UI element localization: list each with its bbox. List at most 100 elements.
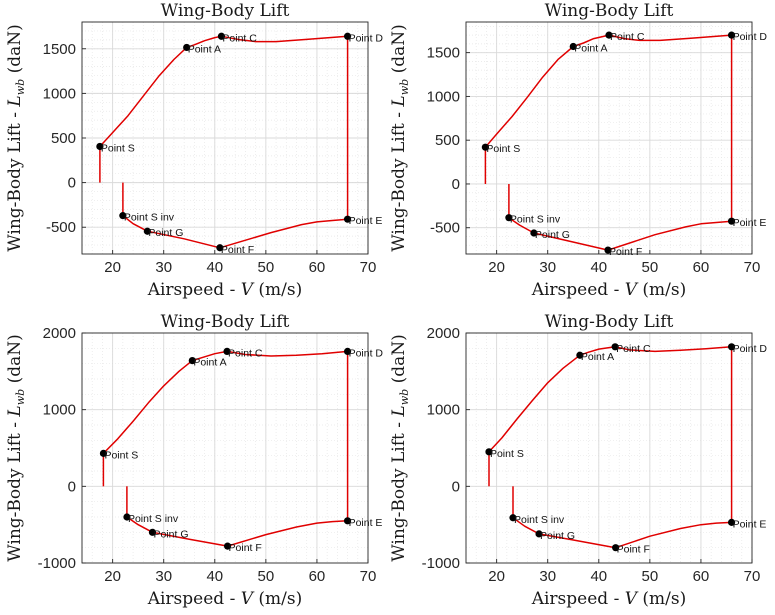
x-tick-label: 50 (642, 259, 659, 276)
point-label: Point S inv (514, 514, 565, 526)
chart-title: Wing-Body Lift (545, 312, 674, 332)
series-line (508, 217, 535, 234)
point-label: Point F (617, 544, 650, 556)
x-tick-label: 70 (744, 259, 761, 276)
point-label: Point E (349, 517, 383, 529)
series-line (607, 220, 732, 251)
y-tick-label: -500 (430, 220, 460, 237)
point-marker (611, 343, 619, 351)
point-label: Point S (101, 142, 135, 154)
point-marker (530, 229, 538, 237)
point-marker (569, 42, 577, 51)
point-marker (576, 351, 584, 359)
chart-title: Wing-Body Lift (161, 312, 290, 332)
point-marker (509, 514, 517, 522)
series-line (192, 350, 228, 362)
y-tick-label: 2000 (43, 325, 76, 342)
point-marker (727, 31, 736, 39)
series-line (219, 218, 348, 249)
point-label: Point C (228, 347, 263, 359)
point-label: Point C (222, 32, 257, 44)
point-marker (612, 544, 620, 552)
x-axis-label: Airspeed - V (m/s) (531, 589, 687, 609)
point-label: Point G (153, 528, 188, 540)
point-marker (119, 212, 127, 220)
y-tick-label: 1500 (43, 41, 76, 58)
y-tick-label: 0 (68, 175, 76, 192)
series-line (122, 215, 148, 232)
point-label: Point A (581, 351, 614, 363)
subplot-1: 20 30 40 50 60 70 -500 0 500 1000 1500 Wing-Body Li… (5, 1, 383, 300)
point-marker (223, 542, 232, 550)
point-marker (343, 215, 352, 223)
chart-title: Wing-Body Lift (545, 1, 674, 21)
point-label: Point S (104, 449, 138, 461)
x-tick-label: 50 (258, 568, 275, 585)
x-tick-label: 30 (155, 259, 172, 276)
series-line (538, 533, 616, 549)
x-tick-label: 20 (488, 259, 505, 276)
point-marker (123, 513, 131, 521)
point-label: Point C (610, 31, 645, 43)
axes-box (465, 21, 753, 255)
point-label: Point S inv (510, 214, 561, 226)
axes-box (465, 332, 753, 564)
y-tick-label: -1000 (38, 555, 76, 572)
point-marker (217, 32, 226, 40)
y-tick-label: 2000 (427, 325, 460, 342)
y-axis-label: Wing-Body Lift - Lwb (daN) (389, 334, 411, 562)
x-tick-label: 60 (693, 259, 710, 276)
point-label: Point A (188, 43, 221, 55)
y-tick-label: 1500 (427, 45, 460, 62)
point-marker (183, 43, 191, 52)
series-line (186, 35, 222, 49)
x-tick-label: 20 (488, 568, 505, 585)
point-marker (481, 143, 490, 151)
series-line (226, 350, 348, 357)
subplot-2: 20 30 40 50 60 70 -500 0 500 1000 1500 Wing-Body Li… (389, 1, 767, 300)
y-axis-label: Wing-Body Lift - Lwb (daN) (5, 334, 27, 562)
point-marker (188, 357, 196, 365)
subplot-4: 20 30 40 50 60 70 -1000 0 1000 2000 Wing-Body Lift… (389, 312, 767, 609)
point-marker (604, 246, 612, 254)
x-axis-label: Airspeed - V (m/s) (147, 280, 303, 300)
point-label: Point G (540, 530, 575, 542)
grid-lines (81, 21, 369, 255)
x-tick-label: 50 (642, 568, 659, 585)
point-label: Point S (486, 143, 520, 155)
point-marker (343, 347, 352, 355)
point-label: Point D (349, 347, 384, 359)
y-tick-label: -1000 (422, 555, 460, 572)
point-label: Point G (535, 229, 570, 241)
x-tick-label: 30 (539, 259, 556, 276)
y-tick-label: 0 (452, 176, 460, 193)
point-label: Point S inv (128, 513, 179, 525)
point-label: Point S (490, 448, 524, 460)
point-marker (485, 448, 493, 456)
x-tick-label: 40 (206, 259, 223, 276)
series-line (152, 531, 228, 547)
x-tick-label: 70 (744, 568, 761, 585)
point-label: Point E (349, 215, 383, 227)
x-axis-label: Airspeed - V (m/s) (147, 589, 303, 609)
point-marker (605, 31, 613, 39)
plot-area (466, 22, 752, 254)
series-line (579, 346, 616, 356)
x-axis-label: Airspeed - V (m/s) (531, 280, 687, 300)
x-tick-label: 30 (539, 568, 556, 585)
series-line (488, 354, 581, 453)
series-line (99, 46, 188, 148)
point-label: Point A (574, 43, 607, 55)
x-tick-label: 70 (360, 259, 377, 276)
series-line (221, 35, 348, 43)
series-line (608, 34, 732, 42)
point-marker (148, 528, 157, 536)
point-label: Point C (616, 343, 651, 355)
point-marker (223, 347, 231, 355)
x-tick-label: 50 (258, 259, 275, 276)
point-label: Point F (609, 246, 642, 258)
y-tick-label: 0 (452, 478, 460, 495)
series-line (227, 520, 348, 547)
point-label: Point D (349, 32, 384, 44)
